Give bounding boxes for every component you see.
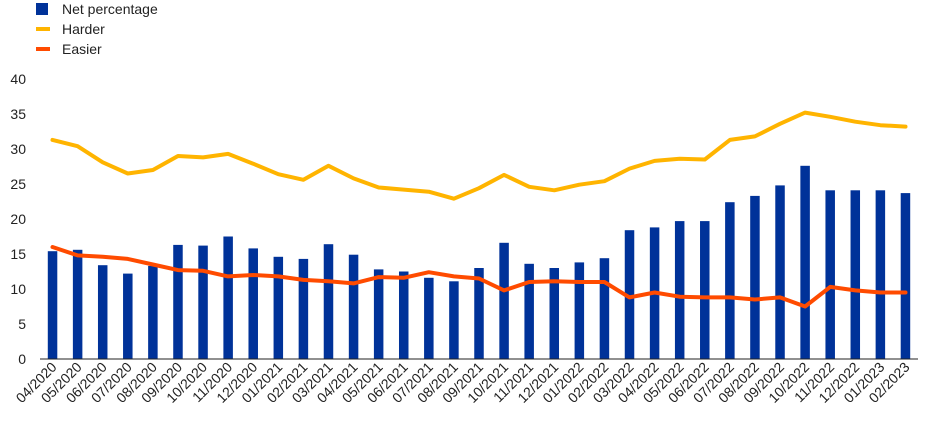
bar-net-percentage [900,193,911,359]
bar-net-percentage [298,258,309,359]
y-tick-label: 15 [10,246,26,262]
line-harder [50,110,908,201]
y-tick-label: 35 [10,106,26,122]
y-tick-label: 20 [10,211,26,227]
bar-net-percentage [800,165,810,359]
bar-net-percentage [198,245,208,359]
legend-swatch-net-percentage [36,3,48,15]
bar-net-percentage [424,277,434,359]
bar-net-percentage [524,263,534,359]
bar-net-percentage [223,236,233,359]
bar-net-percentage [725,202,735,359]
line-series [50,110,908,309]
y-tick-label: 30 [10,141,26,157]
bar-net-percentage [148,265,158,359]
bar-net-percentage [875,190,886,359]
bar-net-percentage [825,190,835,359]
y-tick-label: 40 [10,71,26,87]
legend: Net percentage Harder Easier [36,1,158,57]
y-tick-label: 0 [18,351,26,367]
legend-item-easier: Easier [36,41,102,57]
bar-net-percentage [850,190,861,359]
bar-net-percentage [173,244,183,359]
legend-label-easier: Easier [62,41,102,57]
bar-net-percentage [499,242,509,359]
bar-net-percentage [72,249,83,359]
bar-net-percentage [47,251,58,359]
legend-item-harder: Harder [36,21,105,37]
y-axis: 0 5 10 15 20 25 30 35 40 [10,71,26,367]
bar-net-percentage [248,248,258,359]
bar-net-percentage [323,244,334,359]
bar-net-percentage [449,281,459,359]
bar-net-percentage [123,273,133,359]
bar-net-percentage [398,271,409,359]
line-easier [50,245,908,309]
legend-item-net-percentage: Net percentage [36,1,158,17]
y-tick-label: 5 [18,316,26,332]
bar-net-percentage [775,185,785,359]
bar-net-percentage [474,268,484,359]
bar-net-percentage [674,221,685,359]
bar-net-percentage [549,268,560,359]
bar-series-net-percentage [47,165,911,359]
bar-net-percentage [574,262,585,359]
x-axis: 04/202005/202006/202007/202008/202009/20… [13,359,913,406]
legend-label-net-percentage: Net percentage [62,1,158,17]
bar-net-percentage [700,221,710,359]
bar-net-percentage [750,195,760,359]
bar-net-percentage [97,265,108,359]
y-tick-label: 10 [10,281,26,297]
bar-net-percentage [373,269,384,359]
bar-net-percentage [599,258,610,359]
bar-net-percentage [624,230,635,359]
bar-net-percentage [273,256,284,359]
legend-label-harder: Harder [62,21,105,37]
bar-net-percentage [348,254,359,359]
y-tick-label: 25 [10,176,26,192]
